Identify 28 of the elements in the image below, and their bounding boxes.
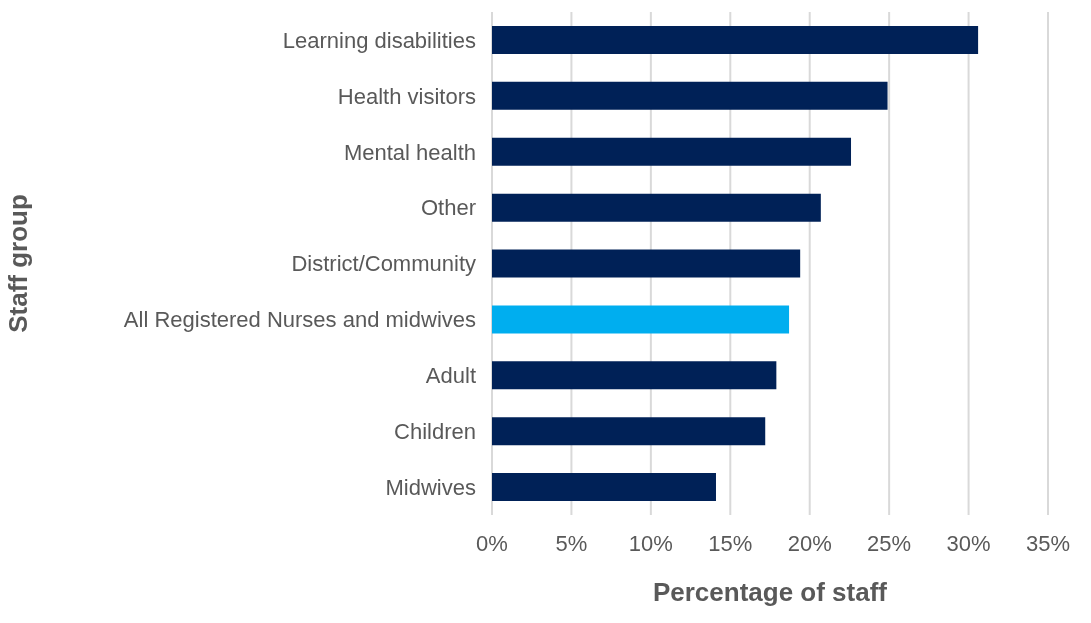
y-tick-label: District/Community xyxy=(291,251,476,277)
y-tick-label: All Registered Nurses and midwives xyxy=(123,307,476,333)
y-tick-label: Learning disabilities xyxy=(282,27,476,53)
x-tick-label: 5% xyxy=(555,530,588,556)
bar xyxy=(492,25,979,54)
x-tick-label: 20% xyxy=(787,530,832,556)
y-axis-title: Staff group xyxy=(3,194,34,333)
bar xyxy=(492,193,821,222)
bar xyxy=(492,137,852,166)
y-tick-label: Children xyxy=(394,418,476,444)
bar xyxy=(492,473,716,502)
x-tick-label: 10% xyxy=(628,530,673,556)
x-axis-title: Percentage of staff xyxy=(652,577,888,607)
x-tick-label: 0% xyxy=(476,530,508,556)
bar xyxy=(492,361,777,390)
y-tick-label: Other xyxy=(420,195,476,221)
bar xyxy=(492,305,790,334)
y-tick-label: Mental health xyxy=(343,139,476,165)
bar xyxy=(492,249,801,278)
x-tick-label: 35% xyxy=(1025,530,1071,556)
y-tick-label: Health visitors xyxy=(337,83,476,109)
y-tick-label: Midwives xyxy=(385,474,476,500)
y-tick-label: Adult xyxy=(425,363,476,389)
x-tick-label: 15% xyxy=(708,530,753,556)
bar xyxy=(492,417,766,446)
bar xyxy=(492,81,888,110)
x-tick-label: 30% xyxy=(946,530,991,556)
x-tick-label: 25% xyxy=(867,530,912,556)
